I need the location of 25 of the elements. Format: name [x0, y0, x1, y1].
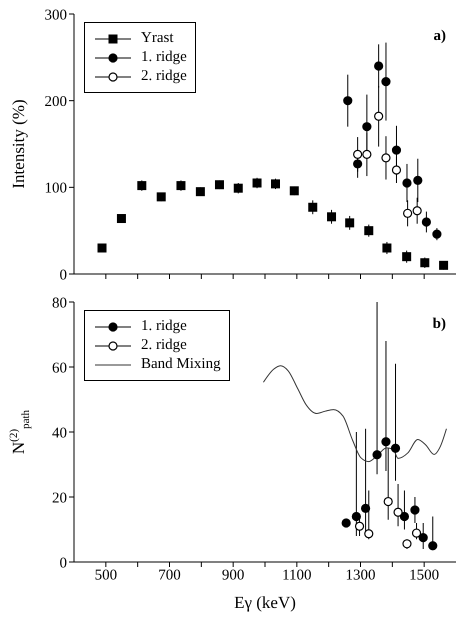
y-tick-label: 300 — [44, 7, 67, 24]
annotation: b) — [432, 316, 446, 333]
legend-label: 1. ridge — [141, 318, 187, 335]
legend-label: 2. ridge — [141, 337, 187, 354]
y-tick-label: 40 — [52, 425, 67, 442]
x-tick-label: 1500 — [409, 568, 440, 584]
y-tick-label: 60 — [52, 360, 67, 376]
y-tick-label: 200 — [44, 94, 67, 110]
annotation: a) — [434, 28, 446, 45]
y-tick-label: 0 — [60, 267, 67, 284]
x-axis-title: Eγ (keV) — [234, 593, 296, 612]
y-tick-label: 20 — [52, 490, 67, 506]
x-tick-label: 1300 — [346, 568, 376, 584]
x-tick-label: 1100 — [282, 568, 312, 584]
y-tick-label: 0 — [60, 555, 67, 572]
legend-label: 1. ridge — [141, 49, 187, 66]
y-axis-title: Intensity (%) — [9, 99, 28, 189]
y-tick-label: 100 — [44, 180, 67, 197]
x-tick-label: 700 — [158, 568, 181, 584]
legend-label: Yrast — [141, 30, 174, 47]
y-tick-label: 80 — [52, 295, 67, 312]
legend-label: Band Mixing — [141, 356, 221, 373]
legend-label: 2. ridge — [141, 68, 187, 85]
x-tick-label: 900 — [222, 568, 244, 584]
x-tick-label: 500 — [94, 568, 118, 584]
